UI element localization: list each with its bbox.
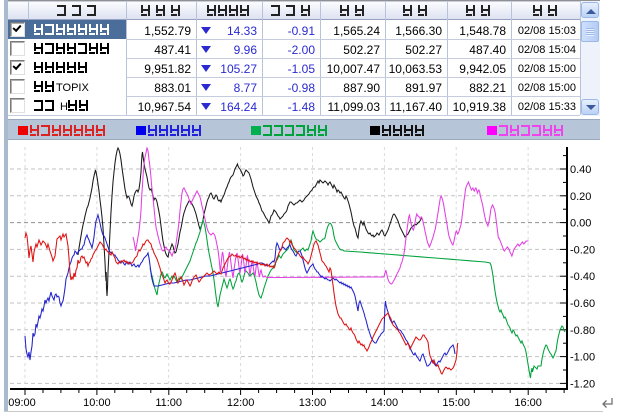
svg-text:16:00: 16:00 (514, 397, 542, 409)
svg-text:0.00: 0.00 (570, 218, 591, 230)
svg-text:09:00: 09:00 (8, 397, 36, 409)
svg-text:11:00: 11:00 (155, 397, 182, 409)
svg-text:-0.20: -0.20 (570, 244, 595, 256)
svg-text:0.20: 0.20 (570, 191, 591, 203)
svg-text:13:00: 13:00 (299, 397, 327, 409)
svg-text:10:00: 10:00 (83, 397, 111, 409)
svg-text:0.40: 0.40 (570, 164, 591, 176)
svg-text:-0.80: -0.80 (570, 325, 595, 337)
svg-text:-0.60: -0.60 (570, 298, 595, 310)
svg-text:15:00: 15:00 (442, 397, 470, 409)
svg-text:12:00: 12:00 (227, 397, 255, 409)
svg-text:-1.00: -1.00 (570, 352, 595, 364)
svg-text:-1.20: -1.20 (570, 378, 595, 390)
svg-text:14:00: 14:00 (371, 397, 399, 409)
svg-text:-0.40: -0.40 (570, 271, 595, 283)
